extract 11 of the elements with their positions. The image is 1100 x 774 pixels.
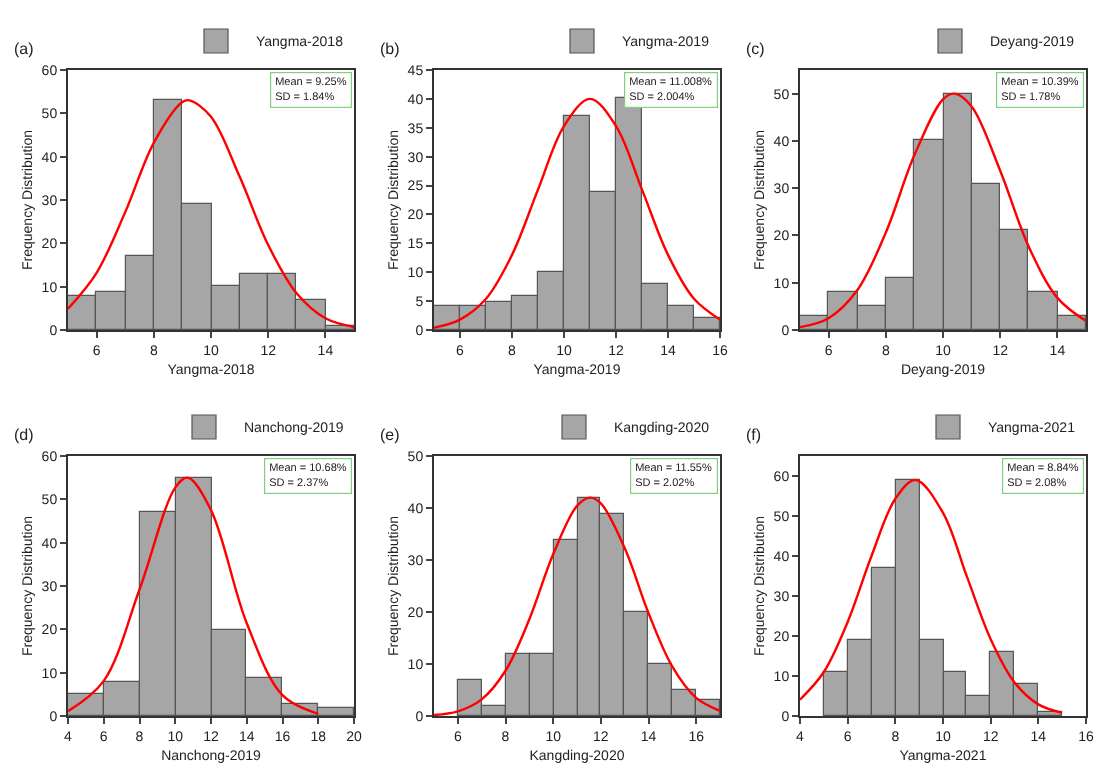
- text: (c): [746, 40, 766, 58]
- text: (b): [380, 40, 401, 58]
- text: (f): [746, 426, 762, 444]
- line-series: [800, 92, 1086, 329]
- line-series: [434, 496, 720, 716]
- text: (a): [14, 40, 35, 58]
- line-series: [68, 98, 354, 329]
- line-series: [800, 478, 1064, 714]
- text: (e): [380, 426, 401, 444]
- line-series: [434, 97, 720, 329]
- text: (d): [14, 426, 35, 444]
